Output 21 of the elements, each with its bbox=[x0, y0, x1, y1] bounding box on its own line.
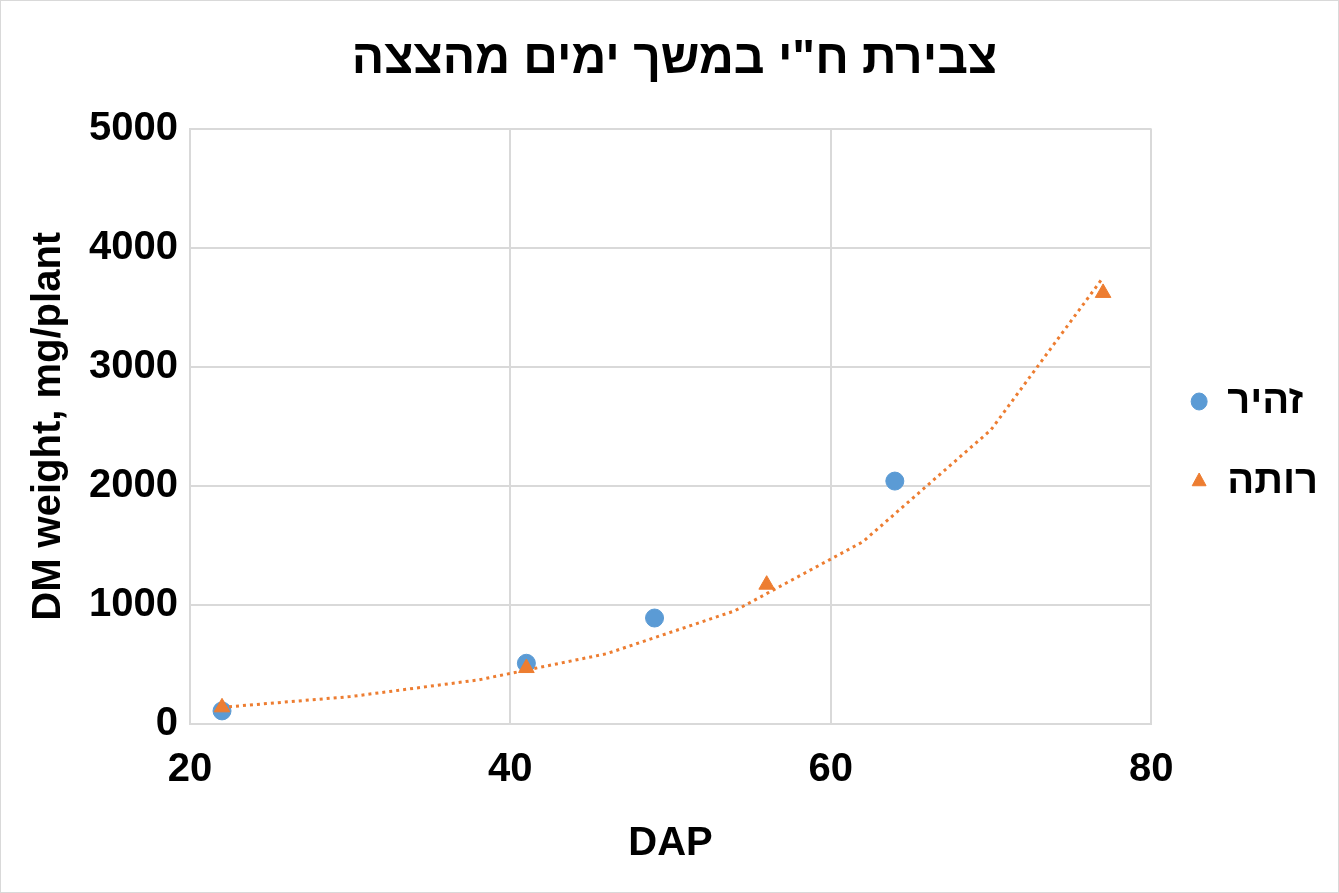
y-tick-label: 1000 bbox=[89, 579, 178, 624]
y-tick-label: 2000 bbox=[89, 460, 178, 505]
point bbox=[885, 471, 905, 491]
y-tick-label: 4000 bbox=[89, 222, 178, 267]
y-tick-label: 5000 bbox=[89, 103, 178, 148]
point bbox=[1094, 283, 1112, 298]
chart-title: צבירת ח"י במשך ימים מהצצה bbox=[351, 30, 998, 84]
y-tick-label: 3000 bbox=[89, 341, 178, 386]
point bbox=[645, 608, 665, 628]
x-tick-label: 60 bbox=[808, 745, 854, 790]
legend-label: רותה bbox=[1227, 456, 1318, 501]
x-tick-label: 80 bbox=[1128, 745, 1174, 790]
point bbox=[213, 697, 231, 713]
x-tick-label: 20 bbox=[167, 745, 213, 790]
y-axis-title: DM weight, mg/plant bbox=[24, 231, 69, 621]
point bbox=[518, 658, 535, 674]
legend-label: זהיר bbox=[1227, 376, 1304, 421]
x-axis-title: DAP bbox=[628, 819, 713, 864]
y-tick-label: 0 bbox=[155, 699, 178, 744]
x-tick-label: 40 bbox=[488, 745, 533, 790]
point bbox=[758, 575, 775, 590]
